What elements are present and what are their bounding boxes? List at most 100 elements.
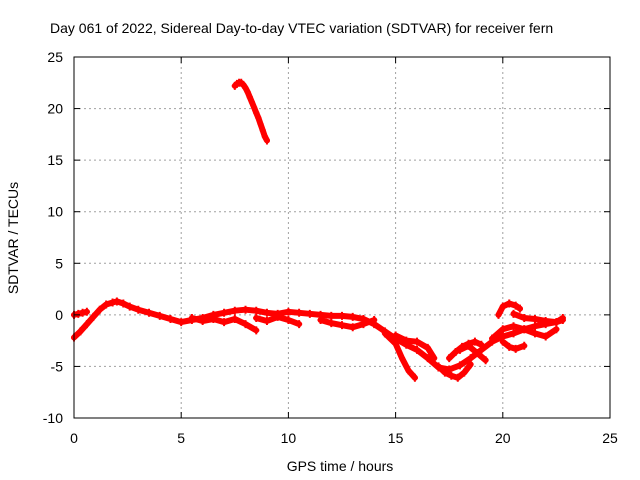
y-tick-label: 10 xyxy=(47,204,63,220)
data-point xyxy=(83,320,90,329)
data-point xyxy=(516,304,523,313)
data-point xyxy=(414,337,421,346)
data-point xyxy=(221,308,228,317)
data-point xyxy=(435,362,442,371)
data-point xyxy=(405,366,412,375)
data-point xyxy=(392,339,399,348)
data-point xyxy=(489,334,496,343)
data-point xyxy=(456,345,463,354)
data-point xyxy=(231,306,238,315)
data-point xyxy=(399,354,406,363)
data-point xyxy=(531,322,538,331)
data-point xyxy=(542,317,549,326)
data-point xyxy=(178,318,185,327)
data-point xyxy=(79,308,86,317)
series-dip-a xyxy=(188,313,260,335)
data-point xyxy=(257,120,264,129)
data-point xyxy=(210,314,217,323)
data-point xyxy=(521,313,528,322)
series-trough-a xyxy=(435,360,474,382)
data-point xyxy=(231,314,238,323)
data-point xyxy=(465,341,472,350)
data-point xyxy=(531,329,538,338)
data-point xyxy=(456,361,463,370)
data-point xyxy=(120,299,127,308)
data-point xyxy=(259,126,266,135)
data-point xyxy=(499,302,506,311)
data-point xyxy=(328,319,335,328)
data-point xyxy=(156,311,163,320)
data-point xyxy=(349,312,356,321)
series-late-c xyxy=(499,337,528,353)
data-point xyxy=(199,317,206,326)
data-point xyxy=(263,308,270,317)
data-point xyxy=(452,347,459,356)
data-point xyxy=(512,301,519,310)
series-trough-c xyxy=(456,341,489,365)
data-point xyxy=(285,307,292,316)
data-series xyxy=(71,78,566,382)
data-point xyxy=(521,341,528,350)
series-late-a xyxy=(495,299,523,319)
data-point xyxy=(553,325,560,334)
data-point xyxy=(381,329,388,338)
data-point xyxy=(542,332,549,341)
x-axis-title: GPS time / hours xyxy=(287,458,394,474)
data-point xyxy=(253,306,260,315)
series-mid-a xyxy=(317,316,378,332)
data-point xyxy=(261,132,268,141)
data-point xyxy=(113,297,120,306)
data-point xyxy=(248,98,255,107)
data-point xyxy=(167,314,174,323)
y-tick-label: -10 xyxy=(43,410,63,426)
data-point xyxy=(96,305,103,314)
data-point xyxy=(103,300,110,309)
data-point xyxy=(251,103,258,112)
x-tick-label: 15 xyxy=(388,430,404,446)
data-point xyxy=(253,326,260,335)
data-point xyxy=(135,305,142,314)
data-point xyxy=(263,136,270,145)
data-point xyxy=(441,368,448,377)
data-point xyxy=(471,337,478,346)
data-point xyxy=(499,337,506,346)
data-point xyxy=(75,309,82,318)
data-point xyxy=(317,316,324,325)
plot-frame xyxy=(73,56,611,419)
data-point xyxy=(499,325,506,334)
data-point xyxy=(360,320,367,329)
data-point xyxy=(285,316,292,325)
data-point xyxy=(478,340,485,349)
data-point xyxy=(83,307,90,316)
chart-title: Day 061 of 2022, Sidereal Day-to-day VTE… xyxy=(50,20,553,36)
series-track xyxy=(435,361,474,381)
data-point xyxy=(77,327,84,336)
data-point xyxy=(446,354,453,363)
data-point xyxy=(109,298,116,307)
data-point xyxy=(221,318,228,327)
data-point xyxy=(253,108,260,117)
data-point xyxy=(242,320,249,329)
data-point xyxy=(531,314,538,323)
data-point xyxy=(431,354,438,363)
data-point xyxy=(461,368,468,377)
series-dip-b xyxy=(253,312,303,329)
data-point xyxy=(246,93,253,102)
data-point xyxy=(339,321,345,330)
x-tick-label: 0 xyxy=(70,430,78,446)
data-point xyxy=(392,331,399,340)
axis-ticks: 0 5 10 15 20 25 -10 -5 0 5 10 15 20 25 xyxy=(43,49,618,446)
data-point xyxy=(482,356,489,365)
series-track xyxy=(456,342,489,364)
data-point xyxy=(448,371,455,380)
data-point xyxy=(553,318,560,327)
data-point xyxy=(349,323,356,332)
data-point xyxy=(510,309,517,318)
data-point xyxy=(424,354,431,363)
data-point xyxy=(559,316,566,325)
data-point xyxy=(371,316,378,325)
data-point xyxy=(296,320,303,329)
data-point xyxy=(274,312,281,321)
data-point xyxy=(414,345,421,354)
